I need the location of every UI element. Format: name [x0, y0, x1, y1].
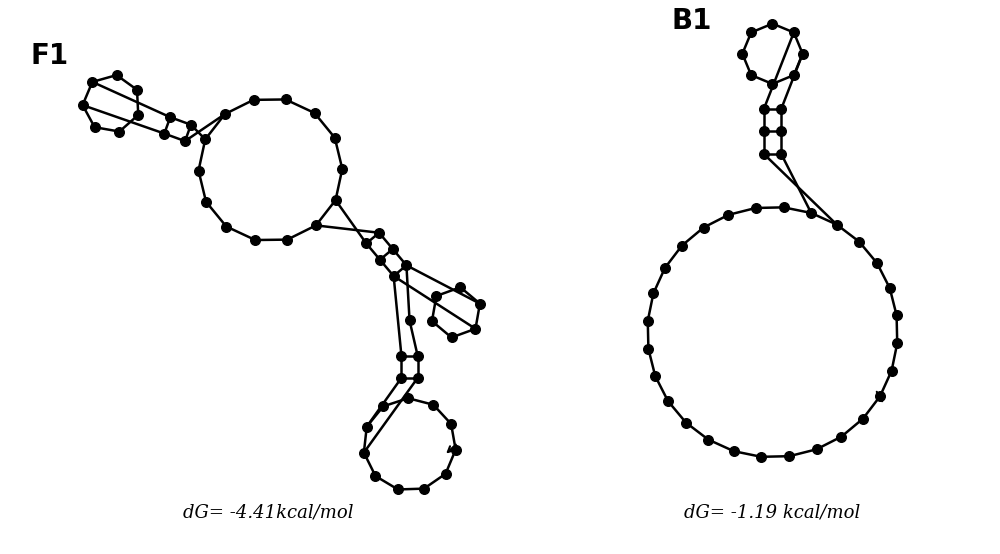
Point: [467, 324, 483, 333]
Point: [191, 166, 207, 175]
Point: [795, 49, 811, 58]
Point: [869, 259, 885, 268]
Point: [443, 419, 459, 428]
Point: [398, 261, 414, 270]
Point: [385, 244, 401, 253]
Point: [424, 317, 440, 326]
Point: [375, 402, 391, 411]
Point: [657, 263, 673, 272]
Point: [889, 339, 905, 348]
Point: [640, 345, 656, 353]
Point: [829, 220, 845, 229]
Point: [647, 372, 663, 381]
Point: [748, 203, 764, 212]
Point: [308, 221, 324, 230]
Point: [743, 71, 759, 80]
Point: [786, 28, 802, 37]
Point: [756, 105, 772, 114]
Point: [400, 394, 416, 403]
Point: [764, 19, 780, 28]
Point: [452, 283, 468, 291]
Point: [756, 150, 772, 158]
Point: [84, 78, 100, 86]
Point: [177, 137, 193, 146]
Point: [872, 392, 888, 401]
Point: [367, 471, 383, 480]
Text: B1: B1: [672, 7, 712, 35]
Point: [884, 366, 900, 375]
Point: [75, 101, 91, 110]
Point: [696, 223, 712, 232]
Point: [183, 120, 199, 129]
Point: [773, 127, 789, 136]
Point: [833, 432, 849, 441]
Point: [882, 284, 898, 293]
Point: [356, 448, 372, 457]
Point: [129, 85, 145, 94]
Point: [111, 127, 127, 136]
Point: [109, 71, 125, 80]
Text: F1: F1: [30, 42, 69, 70]
Point: [416, 484, 432, 493]
Point: [743, 28, 759, 37]
Point: [218, 222, 234, 231]
Point: [756, 127, 772, 136]
Point: [372, 255, 388, 264]
Point: [472, 299, 488, 308]
Point: [851, 237, 867, 246]
Point: [428, 291, 444, 300]
Point: [279, 235, 295, 244]
Point: [217, 110, 233, 119]
Point: [786, 71, 802, 80]
Point: [327, 134, 343, 142]
Point: [674, 241, 690, 250]
Point: [889, 311, 905, 320]
Point: [247, 235, 263, 244]
Point: [386, 271, 402, 280]
Point: [678, 418, 694, 427]
Point: [720, 211, 736, 219]
Point: [358, 239, 374, 248]
Point: [130, 110, 146, 119]
Text: dG= -1.19 kcal/mol: dG= -1.19 kcal/mol: [684, 504, 861, 522]
Point: [753, 453, 769, 461]
Point: [328, 196, 344, 204]
Point: [410, 373, 426, 382]
Point: [855, 414, 871, 423]
Point: [700, 435, 716, 444]
Point: [781, 452, 797, 460]
Text: dG= -4.41kcal/mol: dG= -4.41kcal/mol: [183, 504, 353, 522]
Point: [803, 208, 819, 217]
Point: [645, 289, 661, 298]
Point: [660, 397, 676, 406]
Point: [776, 203, 792, 212]
Point: [197, 135, 213, 144]
Point: [444, 333, 460, 342]
Point: [393, 373, 409, 382]
Point: [371, 228, 387, 237]
Point: [726, 447, 742, 455]
Point: [773, 150, 789, 158]
Point: [162, 113, 178, 122]
Point: [246, 95, 262, 104]
Point: [278, 95, 294, 104]
Point: [438, 469, 454, 478]
Point: [425, 401, 441, 409]
Point: [402, 316, 418, 325]
Point: [307, 109, 323, 117]
Point: [156, 129, 172, 138]
Point: [198, 197, 214, 206]
Point: [448, 445, 464, 454]
Point: [87, 123, 103, 132]
Point: [640, 316, 656, 325]
Point: [393, 351, 409, 360]
Point: [334, 165, 350, 173]
Point: [410, 351, 426, 360]
Point: [809, 445, 825, 454]
Point: [764, 80, 780, 89]
Point: [734, 49, 750, 58]
Point: [359, 422, 375, 431]
Point: [773, 105, 789, 114]
Point: [390, 485, 406, 494]
